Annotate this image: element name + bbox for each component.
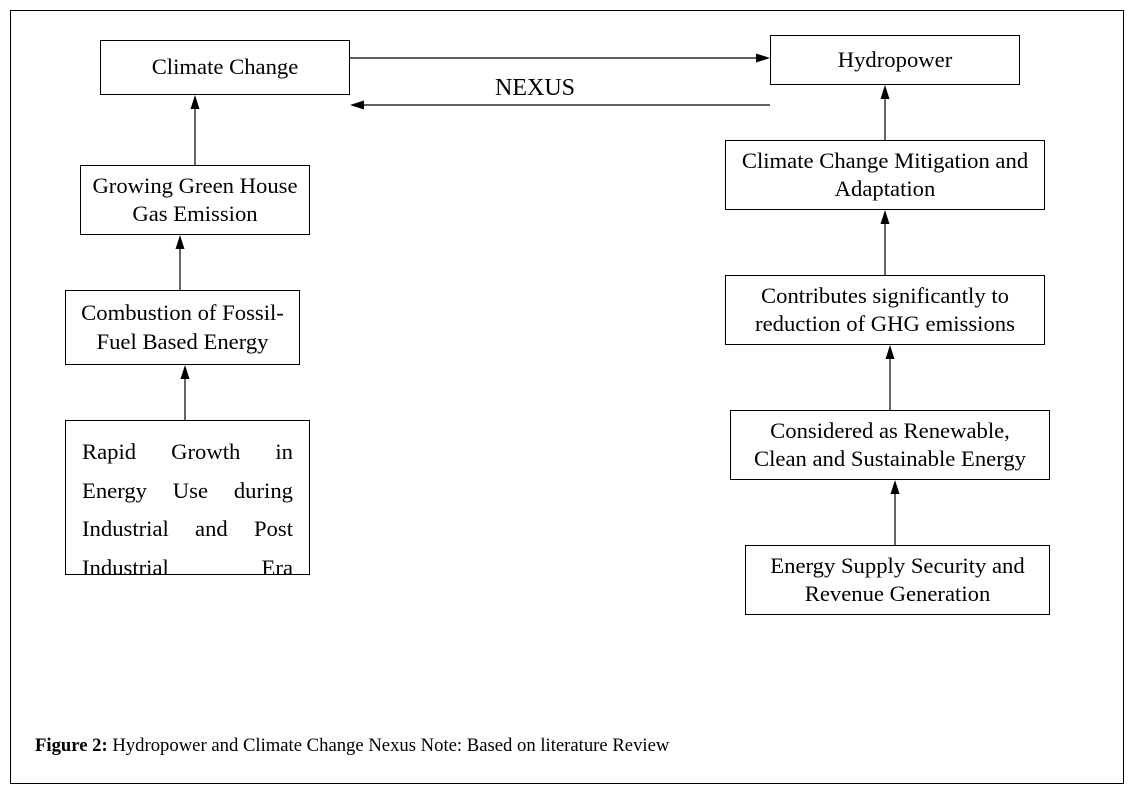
- nexus-label: NEXUS: [495, 75, 575, 102]
- node-energy-supply: Energy Supply Security and Revenue Gener…: [745, 545, 1050, 615]
- node-combustion: Combustion of Fossil-Fuel Based Energy: [65, 290, 300, 365]
- caption-prefix: Figure 2:: [35, 735, 108, 756]
- nexus-text: NEXUS: [495, 75, 575, 101]
- node-climate-change: Climate Change: [100, 40, 350, 95]
- node-label: Rapid Growth in Energy Use during Indust…: [82, 433, 293, 587]
- node-label: Climate Change Mitigation and Adaptation: [736, 147, 1034, 204]
- node-label: Considered as Renewable, Clean and Susta…: [741, 417, 1039, 474]
- figure-caption: Figure 2: Hydropower and Climate Change …: [35, 735, 669, 757]
- node-mitigation: Climate Change Mitigation and Adaptation: [725, 140, 1045, 210]
- node-rapid-growth: Rapid Growth in Energy Use during Indust…: [65, 420, 310, 575]
- node-label: Combustion of Fossil-Fuel Based Energy: [76, 299, 289, 356]
- outer-border: [10, 10, 1124, 784]
- node-ghg-reduction: Contributes significantly to reduction o…: [725, 275, 1045, 345]
- diagram-canvas: Climate Change Growing Green House Gas E…: [0, 0, 1134, 794]
- node-label: Growing Green House Gas Emission: [91, 172, 299, 229]
- node-label: Energy Supply Security and Revenue Gener…: [756, 552, 1039, 609]
- caption-rest: Hydropower and Climate Change Nexus Note…: [108, 735, 670, 756]
- node-label: Contributes significantly to reduction o…: [736, 282, 1034, 339]
- node-renewable: Considered as Renewable, Clean and Susta…: [730, 410, 1050, 480]
- node-greenhouse: Growing Green House Gas Emission: [80, 165, 310, 235]
- node-label: Climate Change: [152, 53, 299, 81]
- node-hydropower: Hydropower: [770, 35, 1020, 85]
- node-label: Hydropower: [838, 46, 953, 74]
